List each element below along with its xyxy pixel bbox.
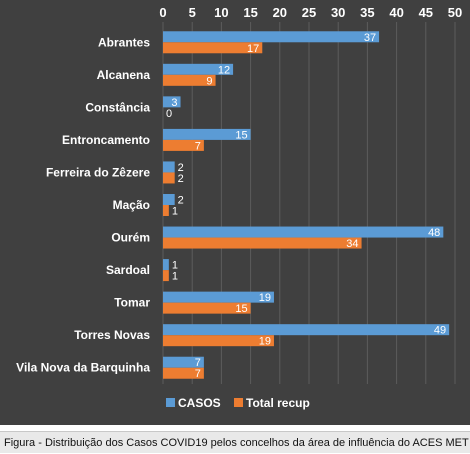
bar-casos	[163, 63, 234, 75]
category-label: Ourém	[111, 231, 150, 245]
x-tick-label: 25	[302, 5, 316, 20]
bar-total-recup	[163, 172, 175, 184]
bar-total-recup	[163, 367, 204, 379]
x-tick-label: 15	[243, 5, 257, 20]
data-label: 15	[235, 129, 247, 141]
data-label: 17	[247, 43, 259, 55]
x-tick-label: 45	[419, 5, 433, 20]
bar-total-recup	[163, 139, 204, 151]
bar-total-recup	[163, 270, 169, 282]
data-label: 2	[178, 195, 184, 207]
bar-casos	[163, 356, 204, 368]
bar-total-recup	[163, 237, 362, 249]
bar-total-recup	[163, 335, 274, 347]
data-label: 2	[178, 162, 184, 174]
category-label: Abrantes	[98, 35, 150, 49]
data-label: 1	[172, 206, 178, 218]
data-label: 34	[346, 238, 358, 250]
bar-total-recup	[163, 74, 216, 86]
data-label: 0	[166, 108, 172, 120]
chart-background	[0, 0, 470, 425]
data-label: 37	[364, 32, 376, 44]
data-label: 7	[195, 140, 201, 152]
figure-caption: Figura - Distribuição dos Casos COVID19 …	[0, 431, 470, 453]
bar-total-recup	[163, 302, 251, 314]
legend-label: Total recup	[246, 396, 310, 410]
data-label: 19	[259, 292, 271, 304]
category-label: Mação	[113, 198, 150, 212]
bar-casos	[163, 161, 175, 173]
data-label: 7	[195, 368, 201, 380]
data-label: 2	[178, 173, 184, 185]
data-label: 15	[235, 303, 247, 315]
category-label: Vila Nova da Barquinha	[16, 361, 150, 375]
category-label: Tomar	[114, 296, 150, 310]
x-tick-label: 50	[448, 5, 462, 20]
data-label: 48	[428, 227, 440, 239]
x-tick-label: 0	[159, 5, 166, 20]
bar-total-recup	[163, 205, 169, 216]
x-tick-label: 5	[189, 5, 196, 20]
data-label: 49	[434, 325, 446, 337]
data-label: 12	[218, 64, 230, 76]
chart-container: 0 5 10 15 20 25 30 35 40 45 50 Abrantes 37 17 Alcanena…	[0, 0, 470, 425]
category-label: Ferreira do Zêzere	[46, 165, 150, 179]
category-label: Torres Novas	[74, 328, 150, 342]
bar-casos	[163, 259, 169, 271]
bar-casos	[163, 226, 444, 238]
legend-label: CASOS	[178, 396, 221, 410]
data-label: 7	[195, 357, 201, 369]
category-label: Entroncamento	[62, 133, 150, 147]
data-label: 19	[259, 336, 271, 348]
x-tick-label: 20	[273, 5, 287, 20]
bar-casos	[163, 128, 251, 140]
category-label: Alcanena	[97, 68, 151, 82]
legend-swatch-total-recup	[234, 398, 243, 407]
data-label: 3	[171, 97, 177, 109]
category-label: Constância	[85, 100, 150, 114]
bar-casos	[163, 291, 274, 303]
bar-casos	[163, 96, 181, 108]
legend-swatch-casos	[166, 398, 175, 407]
x-tick-label: 10	[214, 5, 228, 20]
x-tick-label: 30	[331, 5, 345, 20]
data-label: 1	[172, 271, 178, 283]
bar-casos	[163, 324, 450, 336]
data-label: 1	[172, 260, 178, 272]
bar-casos	[163, 31, 380, 43]
bar-casos	[163, 194, 175, 205]
bar-total-recup	[163, 42, 263, 54]
x-tick-label: 35	[360, 5, 374, 20]
data-label: 9	[206, 75, 212, 87]
x-tick-label: 40	[389, 5, 403, 20]
category-label: Sardoal	[106, 263, 150, 277]
